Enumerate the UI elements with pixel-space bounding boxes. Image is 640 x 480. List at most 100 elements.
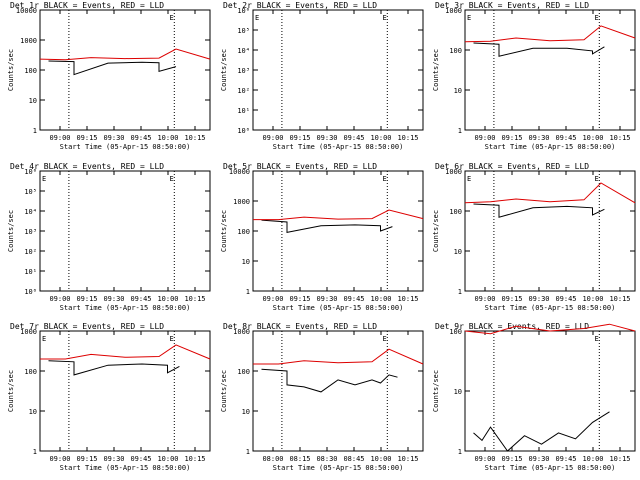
x-tick-label: 09:00 <box>49 455 70 463</box>
plot-frame <box>464 330 636 452</box>
y-tick-label: 100 <box>237 228 250 236</box>
event-marker: E <box>170 175 174 183</box>
x-tick-label: 09:00 <box>49 295 70 303</box>
y-tick-label: 10 <box>242 258 250 266</box>
y-tick-label: 1 <box>33 448 37 456</box>
y-tick-label: 10⁴ <box>237 47 250 55</box>
event-marker: E <box>595 14 599 22</box>
chart-det-4: Det 4r BLACK = Events, RED = LLD 10⁰ 10¹ 10… <box>7 162 211 312</box>
lld-series-line <box>253 348 424 365</box>
y-tick-label: 10⁵ <box>237 27 250 35</box>
y-tick-label: 1000 <box>445 7 462 15</box>
chart-det-5: Det 5r BLACK = Events, RED = LLD 1 10 100 10… <box>220 162 424 312</box>
y-axis-label: Counts/sec <box>432 370 440 412</box>
y-axis-label: Counts/sec <box>220 210 228 252</box>
y-tick-label: 10 <box>454 248 462 256</box>
lld-series-line <box>40 344 211 360</box>
x-tick-label: 10:15 <box>397 295 418 303</box>
x-axis-label: Start Time (05-Apr-15 08:50:00) <box>60 143 191 151</box>
x-tick-label: 10:15 <box>397 134 418 142</box>
event-marker: E <box>383 14 387 22</box>
x-tick-label: 10:00 <box>370 455 391 463</box>
chart-title: Det 1r BLACK = Events, RED = LLD <box>10 1 164 10</box>
x-tick-label: 10:00 <box>582 134 603 142</box>
y-tick-label: 10⁰ <box>24 288 37 296</box>
x-tick-label: 09:15 <box>76 455 97 463</box>
y-tick-label: 1 <box>458 288 462 296</box>
x-tick-label: 10:00 <box>157 455 178 463</box>
y-axis-label: Counts/sec <box>432 49 440 91</box>
plot-frame <box>464 9 636 131</box>
x-tick-label: 09:45 <box>130 295 151 303</box>
x-tick-label: 09:00 <box>262 134 283 142</box>
y-tick-label: 10⁴ <box>24 208 37 216</box>
chart-title: Det 6r BLACK = Events, RED = LLD <box>435 162 589 171</box>
x-tick-label: 09:30 <box>528 455 549 463</box>
x-tick-label: 10:00 <box>582 455 603 463</box>
y-tick-label: 10² <box>237 87 250 95</box>
event-marker: E <box>255 14 259 22</box>
y-tick-label: 1000 <box>20 37 37 45</box>
chart-det-3: Det 3r BLACK = Events, RED = LLD 1 10 100 10… <box>432 1 636 151</box>
y-tick-label: 10⁶ <box>24 168 37 176</box>
x-tick-label: 08:00 <box>262 455 283 463</box>
x-tick-label: 10:00 <box>370 134 391 142</box>
x-axis-label: Start Time (05-Apr-15 08:50:00) <box>485 464 616 472</box>
plot-frame <box>252 170 424 292</box>
y-tick-label: 10³ <box>24 228 37 236</box>
event-marker: E <box>170 335 174 343</box>
event-marker: E <box>467 175 471 183</box>
event-marker: E <box>383 175 387 183</box>
x-axis-label: Start Time (05-Apr-15 08:50:00) <box>60 464 191 472</box>
chart-det-6: Det 6r BLACK = Events, RED = LLD 1 10 100 10… <box>432 162 636 312</box>
plot-frame <box>39 9 211 131</box>
y-axis-label: Counts/sec <box>432 210 440 252</box>
plot-frame <box>252 330 424 452</box>
y-tick-label: 100 <box>24 67 37 75</box>
lld-series-line <box>253 209 424 221</box>
x-tick-label: 10:15 <box>184 295 205 303</box>
y-axis-label: Counts/sec <box>7 210 15 252</box>
x-tick-label: 09:45 <box>555 134 576 142</box>
x-axis-label: Start Time (05-Apr-15 08:50:00) <box>485 304 616 312</box>
chart-title: Det 4r BLACK = Events, RED = LLD <box>10 162 164 171</box>
x-tick-label: 10:00 <box>370 295 391 303</box>
event-marker: E <box>595 335 599 343</box>
x-tick-label: 10:15 <box>184 455 205 463</box>
events-series-line <box>48 60 177 76</box>
x-tick-label: 10:15 <box>609 295 630 303</box>
x-axis-label: Start Time (05-Apr-15 08:50:00) <box>273 304 404 312</box>
events-series-line <box>473 42 605 57</box>
events-series-line <box>473 203 605 218</box>
x-tick-label: 09:45 <box>555 455 576 463</box>
y-tick-label: 1 <box>246 288 250 296</box>
x-tick-label: 09:15 <box>76 295 97 303</box>
lld-series-line <box>464 323 636 335</box>
events-series-line <box>261 219 393 234</box>
y-axis-label: Counts/sec <box>220 49 228 91</box>
events-series-line <box>261 368 398 393</box>
x-tick-label: 09:30 <box>316 134 337 142</box>
y-tick-label: 10⁶ <box>237 7 250 15</box>
event-marker: E <box>467 14 471 22</box>
y-tick-label: 1000 <box>445 168 462 176</box>
y-tick-label: 10000 <box>16 7 37 15</box>
event-marker: E <box>595 175 599 183</box>
x-tick-label: 10:00 <box>157 134 178 142</box>
x-tick-label: 09:00 <box>474 295 495 303</box>
plot-frame <box>39 330 211 452</box>
y-axis-label: Counts/sec <box>220 370 228 412</box>
x-tick-label: 09:15 <box>76 134 97 142</box>
chart-det-8: Det 8r BLACK = Events, RED = LLD 1 10 100 10… <box>220 322 424 472</box>
x-tick-label: 08:30 <box>316 455 337 463</box>
x-tick-label: 09:15 <box>289 295 310 303</box>
x-tick-label: 09:30 <box>316 295 337 303</box>
x-tick-label: 10:15 <box>609 134 630 142</box>
x-tick-label: 09:00 <box>262 295 283 303</box>
lld-series-line <box>464 25 636 43</box>
x-tick-label: 08:45 <box>343 455 364 463</box>
chart-title: Det 5r BLACK = Events, RED = LLD <box>223 162 377 171</box>
y-axis-label: Counts/sec <box>7 370 15 412</box>
x-tick-label: 09:30 <box>528 134 549 142</box>
